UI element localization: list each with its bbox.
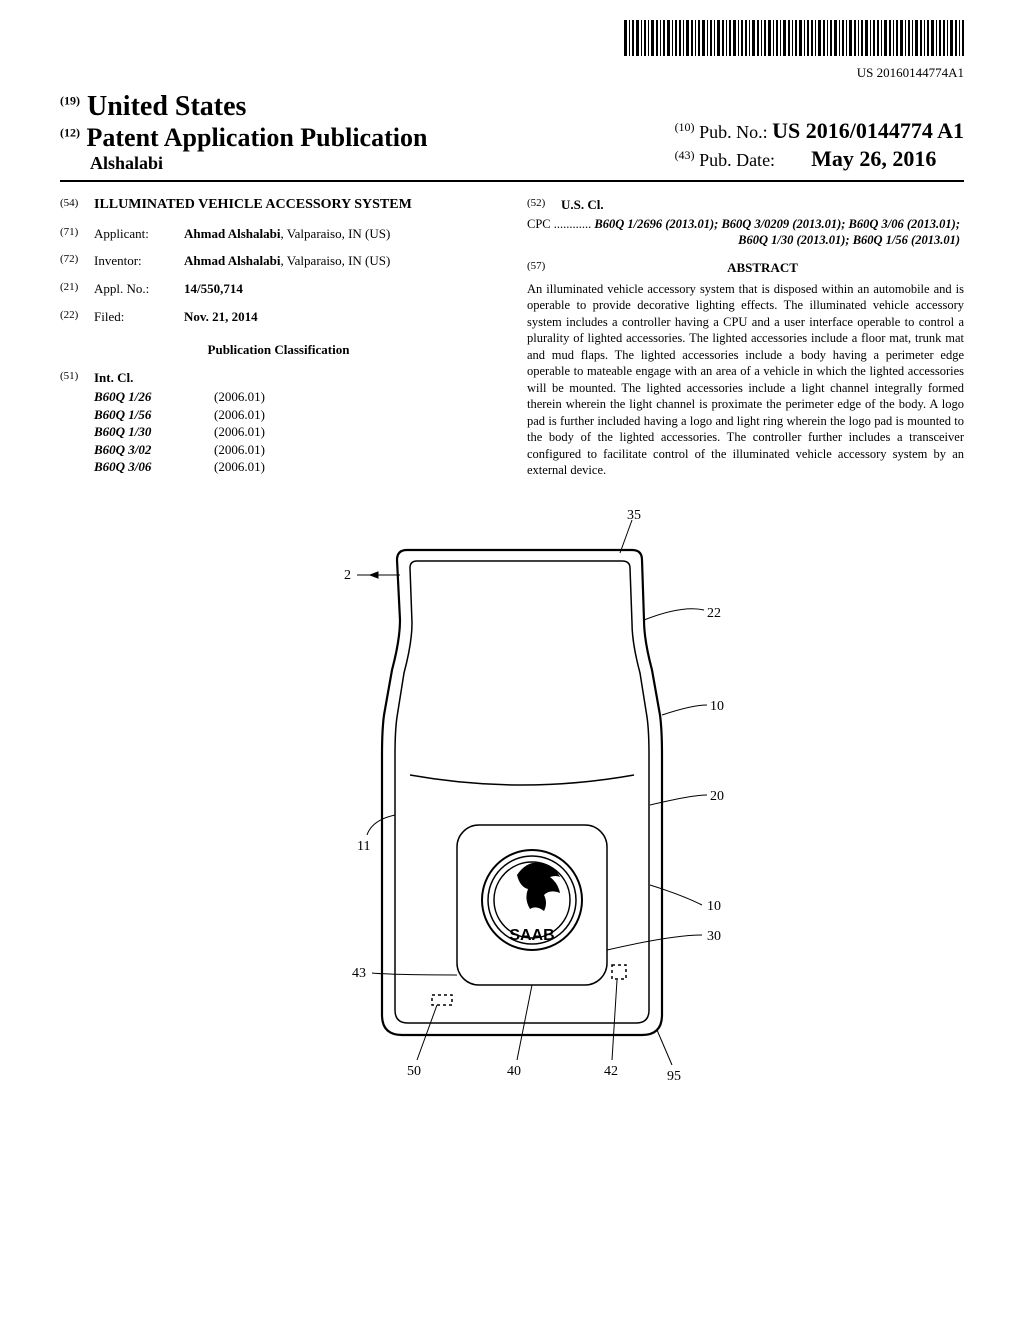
applicant-content: Ahmad Alshalabi, Valparaiso, IN (US) (184, 225, 497, 243)
clip-right-icon (612, 965, 626, 979)
intcl-year: (2006.01) (214, 388, 314, 406)
light-channel-icon (395, 561, 649, 1023)
callout-50: 50 (407, 1064, 421, 1079)
code-52: (52) (527, 196, 561, 214)
pub-date: May 26, 2016 (811, 146, 936, 171)
callout-22: 22 (707, 606, 721, 621)
logo-text: SAAB (509, 927, 554, 944)
callout-40: 40 (507, 1064, 521, 1079)
leader-43 (372, 973, 457, 975)
biblio-columns: (54) ILLUMINATED VEHICLE ACCESSORY SYSTE… (60, 196, 964, 479)
intcl-table: B60Q 1/26 (2006.01) B60Q 1/56 (2006.01) … (94, 388, 497, 476)
callout-11: 11 (357, 839, 370, 854)
filed-label: Filed: (94, 308, 184, 326)
code-10: (10) (675, 120, 695, 134)
intcl-code: B60Q 1/30 (94, 423, 214, 441)
pub-type: Patent Application Publication (87, 123, 428, 152)
intcl-row: B60Q 3/02 (2006.01) (94, 441, 497, 459)
country-name: United States (87, 91, 246, 122)
patent-figure: SAAB 35 2 22 10 20 11 10 30 (252, 505, 772, 1095)
leader-30 (607, 935, 702, 950)
leader-10a (662, 705, 707, 715)
callout-35: 35 (627, 508, 641, 523)
applicant-label: Applicant: (94, 225, 184, 243)
pub-no: US 2016/0144774 A1 (772, 118, 964, 143)
divider-curve-icon (410, 775, 634, 785)
leader-95 (657, 1030, 672, 1065)
code-22: (22) (60, 308, 94, 326)
appl-no: 14/550,714 (184, 280, 497, 298)
pub-no-label: Pub. No.: (699, 122, 768, 142)
leader-10b (650, 885, 702, 905)
intcl-row: B60Q 1/56 (2006.01) (94, 406, 497, 424)
callout-30: 30 (707, 929, 721, 944)
code-57: (57) (527, 259, 561, 281)
code-43: (43) (675, 148, 695, 162)
right-column: (52) U.S. Cl. CPC ............ B60Q 1/26… (527, 196, 964, 479)
leader-22 (644, 609, 704, 620)
code-19: (19) (60, 94, 80, 108)
callout-20: 20 (710, 789, 724, 804)
code-54: (54) (60, 196, 94, 215)
intcl-row: B60Q 1/30 (2006.01) (94, 423, 497, 441)
left-column: (54) ILLUMINATED VEHICLE ACCESSORY SYSTE… (60, 196, 497, 479)
callout-42: 42 (604, 1064, 618, 1079)
inventor-label: Inventor: (94, 252, 184, 270)
pub-class-heading: Publication Classification (60, 341, 497, 359)
code-72: (72) (60, 252, 94, 270)
barcode-icon (624, 20, 964, 56)
inventor-loc: , Valparaiso, IN (US) (280, 253, 390, 268)
griffin-icon (517, 862, 560, 911)
author-name: Alshalabi (90, 153, 427, 174)
header-right: (10) Pub. No.: US 2016/0144774 A1 (43) P… (675, 118, 964, 174)
intcl-code: B60Q 1/56 (94, 406, 214, 424)
uscl-label: U.S. Cl. (561, 196, 964, 214)
callout-2: 2 (344, 568, 351, 583)
leader-42 (612, 980, 617, 1060)
intcl-row: B60Q 1/26 (2006.01) (94, 388, 497, 406)
intcl-code: B60Q 3/06 (94, 458, 214, 476)
code-12: (12) (60, 125, 80, 139)
intcl-year: (2006.01) (214, 458, 314, 476)
figure-area: SAAB 35 2 22 10 20 11 10 30 (60, 505, 964, 1095)
intcl-code: B60Q 1/26 (94, 388, 214, 406)
inventor-name: Ahmad Alshalabi (184, 253, 280, 268)
intcl-row: B60Q 3/06 (2006.01) (94, 458, 497, 476)
mat-outer-icon (382, 550, 662, 1035)
pub-date-label: Pub. Date: (699, 150, 775, 170)
arrowhead-icon (370, 572, 378, 578)
applicant-loc: , Valparaiso, IN (US) (280, 226, 390, 241)
callout-43: 43 (352, 966, 366, 981)
leader-20 (650, 795, 707, 805)
barcode-pub-number: US 20160144774A1 (60, 65, 964, 81)
intcl-code: B60Q 3/02 (94, 441, 214, 459)
invention-title: ILLUMINATED VEHICLE ACCESSORY SYSTEM (94, 196, 497, 215)
intcl-year: (2006.01) (214, 406, 314, 424)
intcl-label: Int. Cl. (94, 369, 497, 387)
cpc-prefix: CPC ............ (527, 217, 591, 231)
inventor-content: Ahmad Alshalabi, Valparaiso, IN (US) (184, 252, 497, 270)
code-51: (51) (60, 369, 94, 387)
callout-95: 95 (667, 1069, 681, 1084)
cpc-content: CPC ............ B60Q 1/2696 (2013.01); … (527, 216, 964, 250)
applicant-name: Ahmad Alshalabi (184, 226, 280, 241)
appl-no-label: Appl. No.: (94, 280, 184, 298)
filed-date: Nov. 21, 2014 (184, 308, 497, 326)
abstract-text: An illuminated vehicle accessory system … (527, 281, 964, 479)
leader-50 (417, 1005, 437, 1060)
intcl-year: (2006.01) (214, 441, 314, 459)
intcl-year: (2006.01) (214, 423, 314, 441)
clip-left-icon (432, 995, 452, 1005)
callout-10a: 10 (710, 699, 724, 714)
cpc-text: B60Q 1/2696 (2013.01); B60Q 3/0209 (2013… (594, 217, 960, 248)
code-71: (71) (60, 225, 94, 243)
code-21: (21) (60, 280, 94, 298)
header: (19) United States (12) Patent Applicati… (60, 91, 964, 182)
header-left: (19) United States (12) Patent Applicati… (60, 91, 427, 174)
callout-10b: 10 (707, 899, 721, 914)
abstract-heading: ABSTRACT (561, 259, 964, 277)
barcode-area (60, 20, 964, 61)
leader-35 (620, 520, 632, 553)
